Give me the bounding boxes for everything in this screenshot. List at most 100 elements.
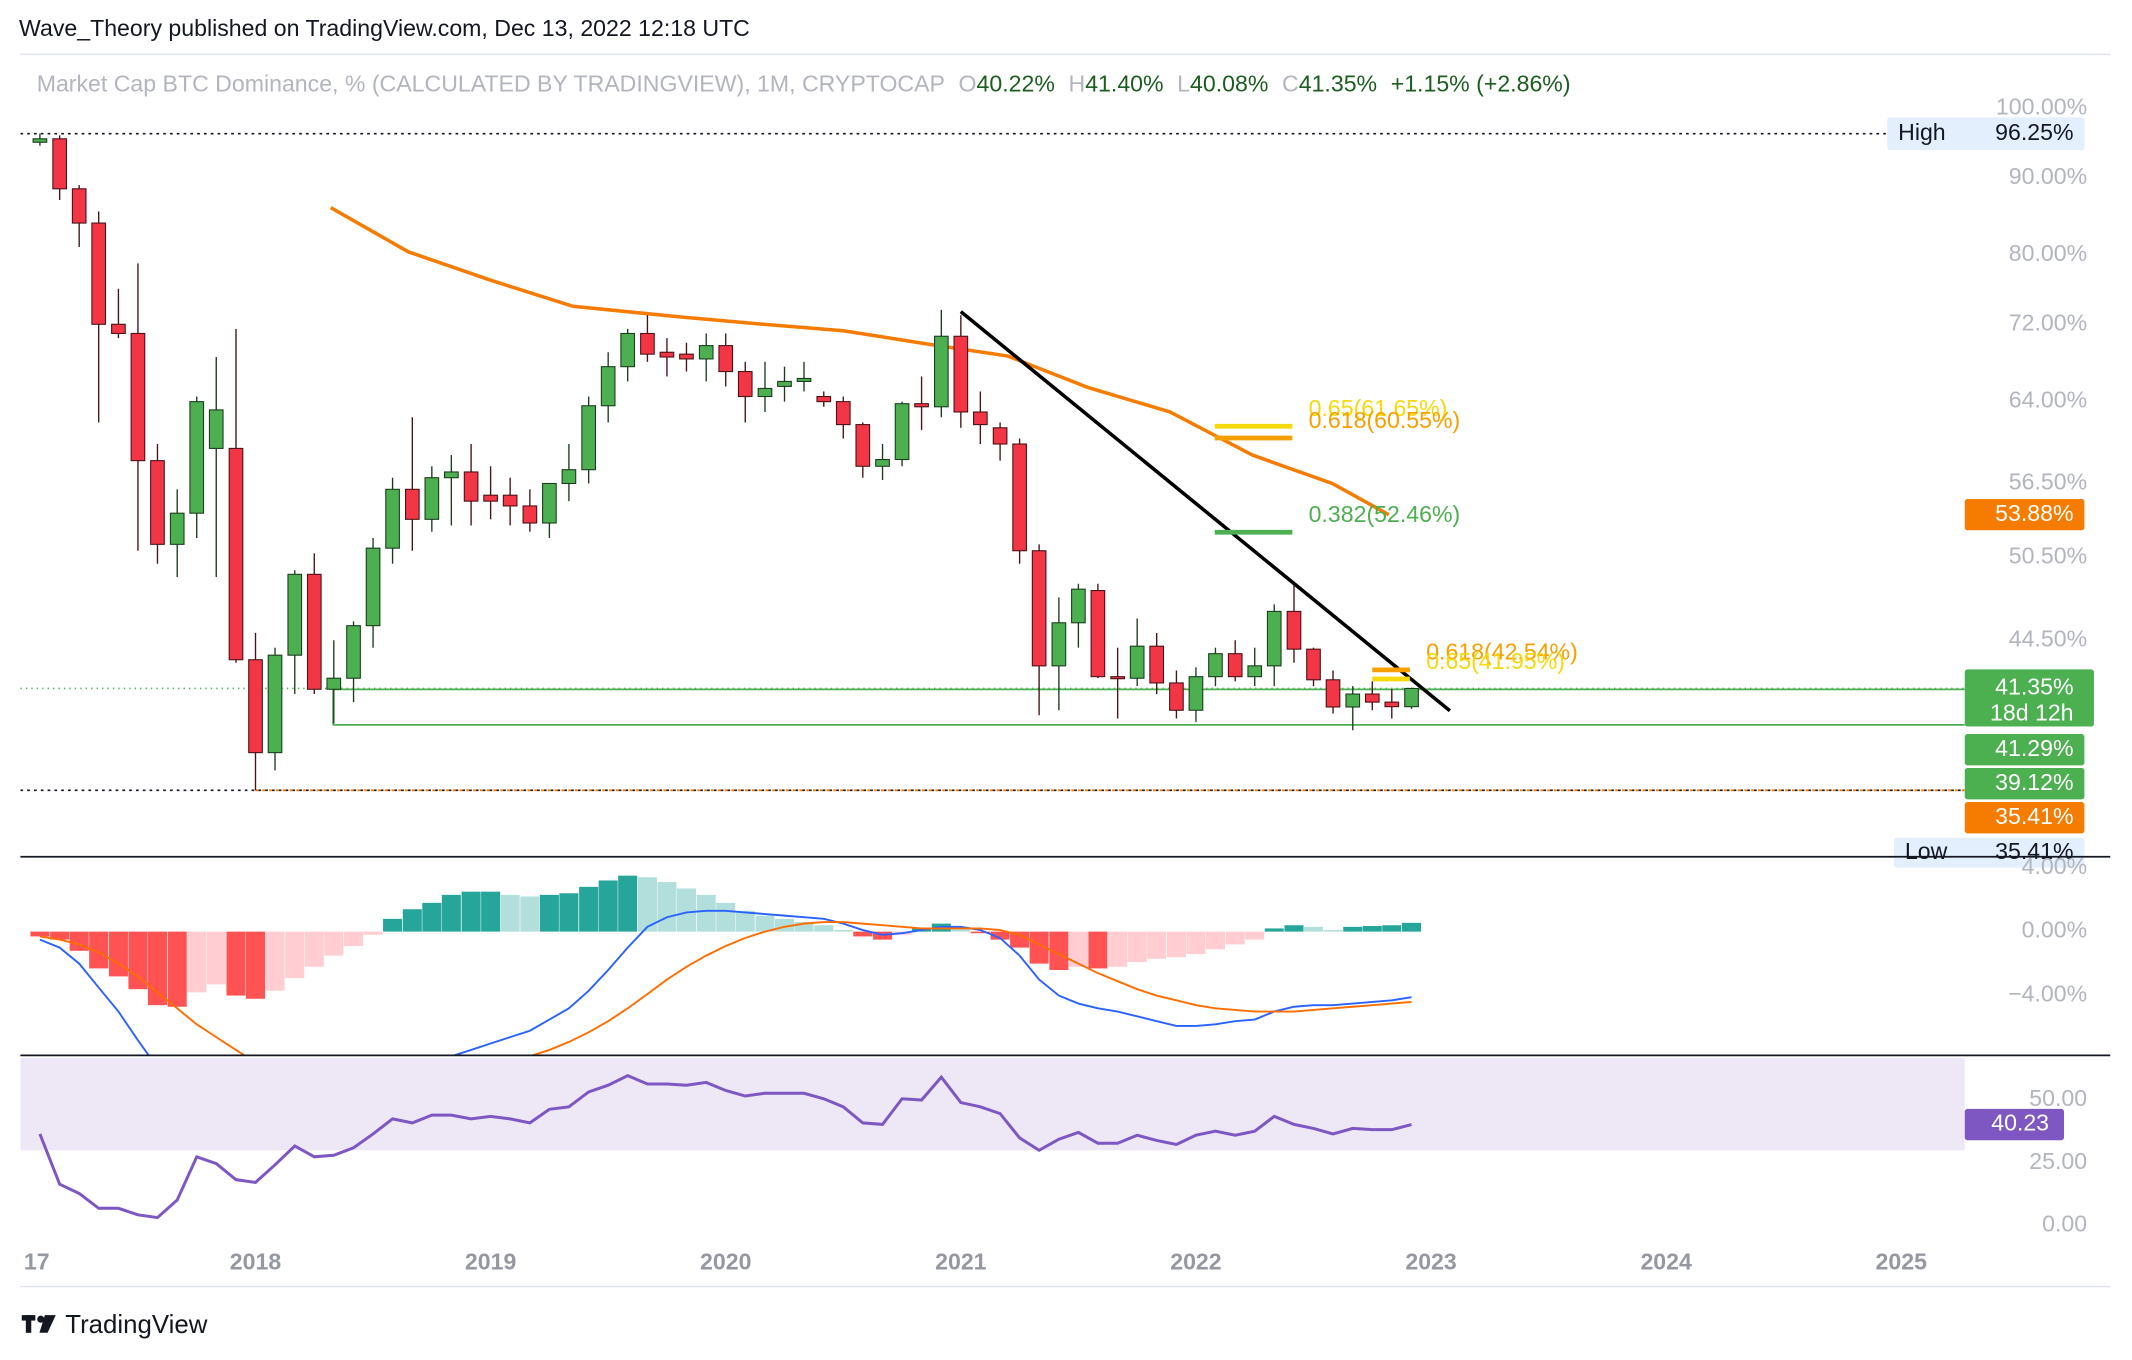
legend-value: 40.08% — [1190, 71, 1268, 97]
level-box — [1964, 802, 2085, 834]
candle-body — [228, 447, 244, 661]
macd-histogram-bar — [520, 896, 540, 932]
candle-body — [894, 403, 910, 461]
rsi-band — [20, 1058, 1965, 1151]
candle-body — [620, 332, 636, 368]
y-tick-label: 50.00 — [2029, 1085, 2087, 1111]
candle-body — [32, 138, 48, 143]
macd-line — [39, 909, 1412, 1056]
macd-histogram-bar — [735, 910, 755, 932]
candle-body — [404, 488, 420, 520]
high-label: High — [1898, 119, 1946, 145]
candle-body — [365, 547, 381, 627]
macd-histogram-bar — [500, 894, 520, 932]
candle-body — [326, 677, 342, 690]
header: Wave_Theory published on TradingView.com… — [19, 15, 750, 41]
candle-body — [522, 505, 538, 524]
candle-body — [1306, 648, 1321, 681]
x-tick-label: 2023 — [1405, 1249, 1457, 1275]
x-tick-label: 2022 — [1170, 1249, 1221, 1275]
macd-histogram-bar — [1010, 931, 1030, 948]
candle-body — [600, 366, 616, 407]
legend-change: +1.15% (+2.86%) — [1391, 71, 1571, 97]
candle-body — [1247, 665, 1263, 678]
candle-body — [953, 335, 969, 413]
y-tick-label: 44.50% — [2009, 625, 2087, 651]
legend-key: L — [1177, 71, 1190, 97]
candle-body — [1012, 443, 1027, 552]
macd-histogram-bar — [1049, 931, 1069, 970]
macd-histogram-bar — [814, 925, 834, 932]
level-box — [1964, 734, 2085, 766]
macd-histogram-bar — [539, 894, 559, 932]
candle-body — [1031, 550, 1047, 667]
low-box — [1894, 837, 2085, 868]
candle-body — [444, 471, 459, 479]
candle-body — [1286, 610, 1302, 650]
macd-histogram-bar — [1166, 931, 1186, 958]
candle-body — [169, 512, 185, 545]
last-price-value: 41.35% — [1995, 674, 2073, 700]
fib-label: 0.65(61.65%) — [1309, 395, 1448, 421]
high-value: 96.25% — [1995, 119, 2073, 145]
macd-histogram-bar — [1147, 931, 1167, 959]
price-plot — [20, 132, 1965, 792]
macd-histogram-bar — [206, 931, 226, 985]
macd-histogram-bar — [559, 893, 579, 932]
candle-body — [208, 409, 224, 449]
y-tick-label: 50.50% — [2009, 542, 2087, 568]
candle-body — [757, 387, 773, 398]
fib-label: 0.382(52.46%) — [1309, 501, 1461, 527]
macd-histogram-bar — [187, 931, 207, 993]
macd-histogram-bar — [1088, 931, 1108, 969]
candle-body — [1188, 676, 1204, 711]
macd-histogram-bar — [970, 931, 990, 934]
x-tick-label: 2018 — [230, 1249, 282, 1275]
macd-histogram-bar — [481, 891, 501, 932]
low-value: 35.41% — [1995, 838, 2073, 864]
candle-body — [796, 377, 812, 382]
macd-histogram-bar — [304, 931, 324, 967]
macd-histogram-bar — [1402, 922, 1422, 932]
macd-histogram-bar — [402, 909, 422, 932]
level-label: 35.41% — [1995, 803, 2073, 829]
candle-body — [698, 345, 714, 360]
candle-body — [267, 654, 283, 754]
macd-histogram-bar — [618, 875, 638, 932]
candle-body — [973, 411, 988, 426]
legend-value: 41.35% — [1299, 71, 1377, 97]
macd-histogram-bar — [422, 902, 442, 932]
macd-histogram-bar — [363, 931, 383, 935]
last-price-countdown: 18d 12h — [1990, 699, 2074, 725]
candle-body — [659, 351, 675, 358]
y-tick-label: 64.00% — [2009, 387, 2087, 413]
footer-logo — [21, 1315, 56, 1333]
macd-histogram-bar — [461, 891, 481, 932]
rsi-value-label: 40.23 — [1991, 1110, 2049, 1136]
candle-body — [1129, 645, 1145, 679]
macd-histogram-bar — [1225, 931, 1245, 945]
candle-body — [385, 488, 400, 549]
candle-body — [1266, 610, 1282, 667]
candle-body — [130, 332, 146, 462]
x-tick-label: 17 — [24, 1249, 50, 1275]
x-tick-label: 2020 — [700, 1249, 751, 1275]
candle-body — [1364, 693, 1380, 703]
y-tick-label: 0.00% — [2022, 917, 2088, 943]
candle-body — [1345, 693, 1361, 708]
y-tick-label: 0.00 — [2042, 1211, 2087, 1237]
candle-body — [914, 403, 929, 408]
candle-body — [189, 401, 205, 514]
candle-body — [816, 395, 832, 403]
macd-histogram-bar — [637, 877, 657, 932]
moving-average — [329, 206, 1390, 517]
candle-body — [875, 458, 890, 467]
macd-histogram-bar — [441, 894, 461, 932]
y-tick-label: 72.00% — [2009, 309, 2087, 335]
y-tick-label: 100.00% — [1996, 94, 2087, 120]
plot-layer: 100.00% 90.00% 80.00% 72.00% 64.00% 56.50% 50.… — [20, 94, 2111, 1288]
candle-body — [150, 460, 165, 545]
candle-body — [835, 401, 851, 426]
ma-label: 53.88% — [1995, 500, 2073, 526]
rsi-value-box — [1964, 1108, 2065, 1141]
